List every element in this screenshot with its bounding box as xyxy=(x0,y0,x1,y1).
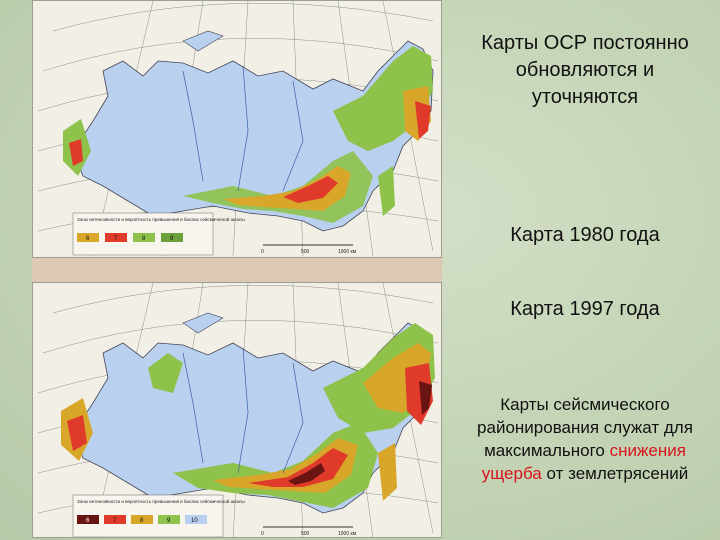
title-line: обновляются и xyxy=(515,59,655,81)
legend-title: Зоны интенсивности и вероятность превыше… xyxy=(77,498,245,504)
map-1997-svg: Зоны интенсивности и вероятность превыше… xyxy=(37,283,439,537)
legend-value: 9 xyxy=(167,518,171,524)
slide-title: Карты ОСР постоянно обновляются и уточня… xyxy=(450,30,720,111)
legend-value: 10 xyxy=(191,518,198,524)
scale-label: 0 xyxy=(261,531,264,537)
zone-9-caucasus xyxy=(67,415,87,451)
rivers xyxy=(182,65,304,192)
zone-8-south xyxy=(223,166,351,211)
legend-value: 8 xyxy=(142,236,146,242)
legend-swatch-7 xyxy=(105,233,127,242)
novaya-zemlya xyxy=(182,30,224,52)
seismic-map-1980: Зоны интенсивности и вероятность превыше… xyxy=(32,0,442,258)
legend-swatch-6 xyxy=(77,515,99,524)
zone-10-altai xyxy=(288,463,325,485)
title-line: уточняются xyxy=(531,86,639,108)
map-1980-svg: Зоны интенсивности и вероятность превыше… xyxy=(37,1,439,257)
title-line: Карты ОСР постоянно xyxy=(481,32,689,54)
zone-7-ural xyxy=(148,353,183,393)
summary-part-1: Карты сейсмического районирования служат… xyxy=(477,395,693,460)
summary-highlight: снижения ущерба xyxy=(481,441,686,483)
zone-8-sakhalin xyxy=(378,443,397,501)
zone-9-south xyxy=(248,448,348,487)
rivers xyxy=(182,347,304,474)
legend-value: 9 xyxy=(170,236,174,242)
summary-part-2: от землетрясений xyxy=(546,464,689,483)
zone-10-kamchatka xyxy=(419,381,432,415)
scale-label: 1000 км xyxy=(338,531,357,537)
zone-7-sakhalin xyxy=(378,166,395,216)
legend-swatch-6 xyxy=(77,233,99,242)
seismic-map-1997: Зоны интенсивности и вероятность превыше… xyxy=(32,282,442,538)
scale-label: 1000 км xyxy=(338,249,357,255)
legend-title: Зоны интенсивности и вероятность превыше… xyxy=(77,216,245,222)
map-1997-caption: Карта 1997 года xyxy=(510,298,660,320)
summary-text: Карты сейсмического районирования служат… xyxy=(452,393,718,485)
scale-label: 0 xyxy=(261,249,264,255)
scale-label: 500 xyxy=(301,531,310,537)
legend-swatch-8 xyxy=(133,233,155,242)
legend-value: 6 xyxy=(86,236,90,242)
legend-value: 6 xyxy=(86,518,90,524)
zone-9-caucasus xyxy=(69,139,83,166)
legend-swatch-7 xyxy=(104,515,126,524)
legend-swatch-10 xyxy=(185,515,207,524)
legend-swatch-9 xyxy=(158,515,180,524)
legend-value: 7 xyxy=(114,236,118,242)
scale-label: 500 xyxy=(301,249,310,255)
legend-swatch-9 xyxy=(161,233,183,242)
legend-value: 8 xyxy=(140,518,144,524)
legend-value: 7 xyxy=(113,518,117,524)
legend-swatch-8 xyxy=(131,515,153,524)
zone-9-baikal xyxy=(283,176,338,203)
map-1980-caption: Карта 1980 года xyxy=(510,224,660,246)
zone-9-kamchatka xyxy=(415,101,431,139)
map-separator xyxy=(32,258,442,282)
novaya-zemlya xyxy=(182,312,224,334)
